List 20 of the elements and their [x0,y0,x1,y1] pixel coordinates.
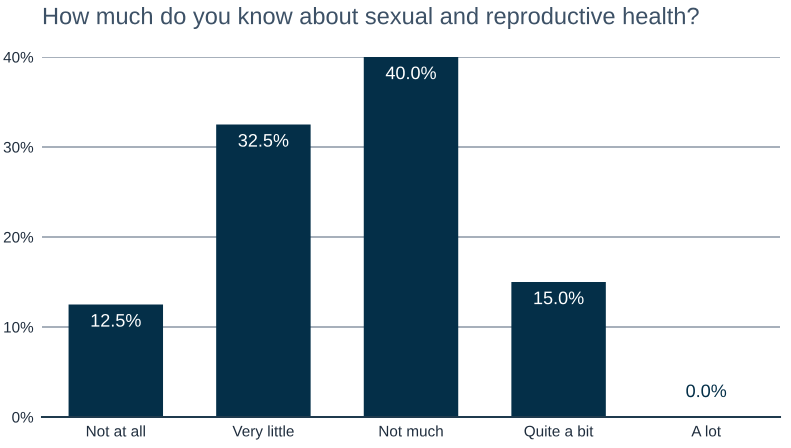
y-tick-label: 40% [3,52,34,63]
x-tick-label: Quite a bit [524,425,594,440]
bar [511,282,606,417]
y-tick-label: 0% [12,412,34,423]
bar [364,57,458,417]
bar [68,304,164,417]
x-tick-label: Not at all [86,425,145,437]
y-tick-label: 10% [4,322,34,333]
data-label: 12.5% [92,314,141,327]
data-label: 15.0% [534,291,584,304]
y-tick-label: 20% [4,232,34,243]
chart-title: How much do you know about sexual and reproductive health? [44,6,699,30]
bar [216,124,311,417]
data-label: 32.5% [238,134,288,147]
data-label: 40.0% [386,66,436,80]
x-tick-label: A lot [691,425,721,437]
x-tick-label: Not much [380,425,443,437]
y-tick-label: 30% [4,142,34,153]
x-tick-label: Very little [232,425,294,440]
data-label: 0.0% [686,384,726,398]
